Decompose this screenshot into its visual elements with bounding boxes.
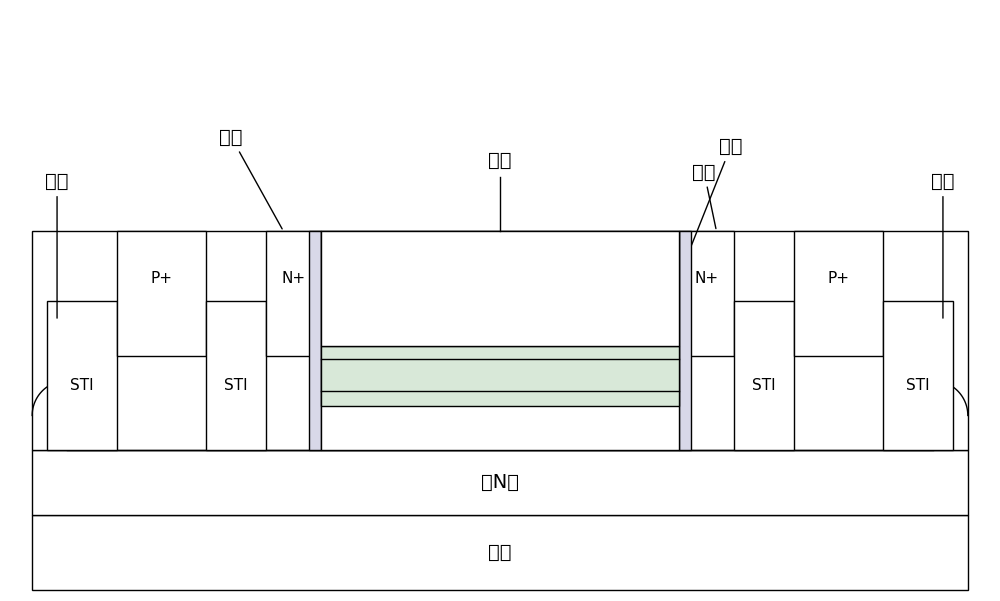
FancyBboxPatch shape bbox=[883, 301, 953, 450]
Text: 衬底: 衬底 bbox=[488, 543, 512, 562]
Text: 侧墙: 侧墙 bbox=[686, 137, 742, 258]
FancyBboxPatch shape bbox=[32, 231, 968, 450]
FancyBboxPatch shape bbox=[321, 231, 679, 346]
FancyBboxPatch shape bbox=[309, 231, 321, 450]
Text: STI: STI bbox=[906, 378, 930, 393]
FancyBboxPatch shape bbox=[321, 231, 679, 450]
Text: P+: P+ bbox=[827, 271, 849, 286]
Text: STI: STI bbox=[224, 378, 248, 393]
Text: ONO: ONO bbox=[477, 366, 523, 385]
FancyBboxPatch shape bbox=[206, 301, 266, 450]
Text: N+: N+ bbox=[281, 271, 306, 286]
Text: P+: P+ bbox=[151, 271, 173, 286]
Text: N+: N+ bbox=[694, 271, 719, 286]
Text: 深N阱: 深N阱 bbox=[481, 473, 519, 492]
FancyBboxPatch shape bbox=[32, 450, 968, 515]
FancyBboxPatch shape bbox=[679, 231, 691, 450]
Text: STI: STI bbox=[752, 378, 776, 393]
FancyBboxPatch shape bbox=[679, 231, 734, 356]
Text: 体区: 体区 bbox=[45, 172, 69, 318]
FancyBboxPatch shape bbox=[734, 301, 794, 450]
Text: 源端: 源端 bbox=[219, 128, 282, 229]
Text: 漏端: 漏端 bbox=[692, 162, 716, 228]
Text: 栅端: 栅端 bbox=[488, 151, 512, 169]
FancyBboxPatch shape bbox=[266, 231, 321, 356]
FancyBboxPatch shape bbox=[117, 231, 206, 356]
FancyBboxPatch shape bbox=[794, 231, 883, 356]
Text: STI: STI bbox=[70, 378, 94, 393]
Text: P阱: P阱 bbox=[488, 401, 512, 420]
Text: 体区: 体区 bbox=[931, 172, 955, 318]
FancyBboxPatch shape bbox=[47, 301, 117, 450]
FancyBboxPatch shape bbox=[321, 346, 679, 406]
FancyBboxPatch shape bbox=[32, 515, 968, 590]
Text: 多晶硅: 多晶硅 bbox=[482, 279, 518, 298]
